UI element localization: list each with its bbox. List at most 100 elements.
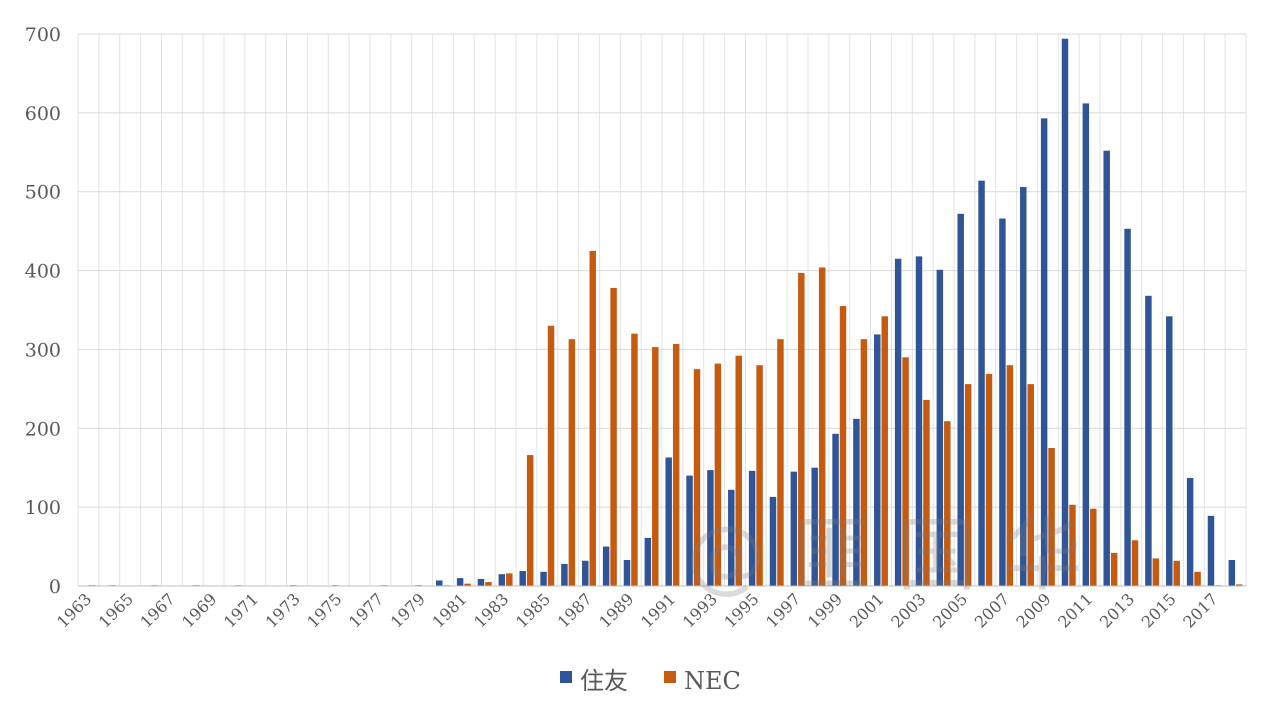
bar-1999-series-2	[839, 306, 847, 586]
bar-2018-series-1	[1228, 559, 1236, 586]
bar-1985-series-2	[547, 325, 555, 586]
bar-1982-series-2	[485, 582, 492, 586]
y-tick-label: 400	[25, 261, 61, 283]
bar-1994-series-1	[728, 489, 735, 586]
x-tick-label: 1989	[595, 589, 637, 631]
legend-label: 住友	[580, 667, 628, 695]
bar-1984-series-2	[526, 455, 534, 586]
bar-2010-series-2	[1069, 504, 1076, 586]
bar-2004-series-1	[936, 269, 944, 586]
x-tick-label: 1981	[428, 589, 470, 631]
bar-1989-series-1	[623, 559, 631, 586]
bar-2009-series-1	[1040, 118, 1048, 587]
bars	[88, 38, 1243, 587]
bar-2013-series-2	[1131, 540, 1139, 586]
bar-2014-series-2	[1152, 558, 1160, 586]
bar-1993-series-1	[707, 470, 714, 586]
bar-2004-series-2	[944, 421, 951, 586]
legend-item-1: 住友	[560, 667, 628, 695]
bar-2007-series-1	[999, 218, 1006, 587]
bar-2012-series-1	[1103, 150, 1110, 587]
x-tick-label: 1977	[345, 589, 387, 631]
grid	[77, 33, 1247, 586]
x-tick-label: 1965	[95, 589, 137, 631]
bar-1996-series-2	[777, 339, 784, 586]
bar-2012-series-2	[1110, 552, 1118, 586]
legend-swatch	[664, 671, 676, 683]
bar-1992-series-1	[686, 475, 693, 586]
bar-2009-series-2	[1048, 448, 1055, 586]
bar-2016-series-1	[1186, 477, 1194, 586]
x-tick-label: 1971	[220, 589, 262, 631]
bar-2008-series-1	[1020, 186, 1027, 587]
x-tick-label: 1967	[136, 589, 178, 631]
bar-2000-series-1	[853, 418, 860, 586]
bar-1983-series-2	[506, 573, 513, 586]
bar-2011-series-1	[1082, 103, 1090, 586]
bar-2018-series-2	[1236, 584, 1243, 586]
x-tick-label: 1973	[262, 589, 304, 631]
bar-1988-series-1	[602, 546, 610, 586]
y-axis: 0 100 200 300 400 500 600 700	[25, 24, 61, 598]
y-tick-label: 0	[49, 576, 61, 598]
bar-1990-series-1	[644, 537, 652, 586]
bar-2002-series-2	[902, 357, 909, 586]
bar-2010-series-1	[1061, 38, 1069, 586]
x-tick-label: 1969	[178, 589, 220, 631]
x-tick-label: 2015	[1138, 589, 1180, 631]
bar-2001-series-2	[881, 316, 888, 586]
legend-label: NEC	[684, 667, 741, 695]
bar-1985-series-1	[540, 571, 547, 586]
bar-1998-series-2	[818, 267, 826, 586]
y-tick-label: 300	[25, 339, 61, 361]
bar-2015-series-1	[1166, 316, 1173, 586]
bar-1998-series-1	[811, 467, 818, 586]
bar-2003-series-2	[923, 399, 930, 586]
y-tick-label: 200	[25, 418, 61, 440]
bar-1991-series-1	[665, 457, 672, 586]
bar-1994-series-2	[735, 355, 742, 586]
bar-2001-series-1	[874, 334, 881, 586]
bar-2006-series-1	[978, 180, 985, 586]
bar-2017-series-1	[1207, 515, 1215, 586]
bar-1987-series-2	[589, 250, 596, 586]
bar-1988-series-2	[610, 287, 617, 586]
y-tick-label: 500	[25, 182, 61, 204]
y-tick-label: 100	[25, 497, 61, 519]
bar-2015-series-2	[1173, 560, 1180, 586]
bar-1980-series-1	[436, 580, 443, 586]
bar-2005-series-1	[957, 213, 964, 586]
bar-1982-series-1	[477, 578, 485, 586]
bar-1993-series-2	[714, 363, 722, 586]
bar-2002-series-1	[894, 258, 902, 586]
legend-swatch	[560, 671, 572, 683]
bar-2006-series-2	[985, 373, 993, 586]
bar-2007-series-2	[1006, 365, 1014, 586]
bar-1986-series-2	[568, 339, 576, 586]
bar-1989-series-2	[631, 333, 638, 586]
x-tick-label: 1979	[387, 589, 429, 631]
x-tick-label: 1975	[303, 589, 345, 631]
bar-1981-series-1	[456, 578, 464, 586]
bar-2003-series-1	[915, 256, 923, 586]
bar-2008-series-2	[1027, 384, 1034, 586]
bar-1981-series-2	[464, 583, 471, 586]
x-tick-label: 2017	[1179, 589, 1221, 631]
bar-2000-series-2	[860, 339, 868, 586]
y-tick-label: 700	[25, 24, 61, 46]
bar-1984-series-1	[519, 571, 526, 586]
bar-1999-series-1	[832, 433, 839, 586]
bar-1987-series-1	[582, 560, 589, 586]
bar-2005-series-2	[964, 384, 972, 586]
bar-1991-series-2	[672, 343, 680, 586]
series-2	[88, 250, 1243, 586]
bar-1997-series-2	[798, 272, 805, 586]
bar-1983-series-1	[498, 574, 506, 586]
bar-2014-series-1	[1145, 295, 1152, 586]
bar-2016-series-2	[1194, 571, 1201, 586]
x-tick-label: 1985	[512, 589, 554, 631]
bar-1996-series-1	[769, 496, 777, 586]
legend-item-2: NEC	[664, 667, 741, 695]
bar-1995-series-2	[756, 365, 763, 586]
